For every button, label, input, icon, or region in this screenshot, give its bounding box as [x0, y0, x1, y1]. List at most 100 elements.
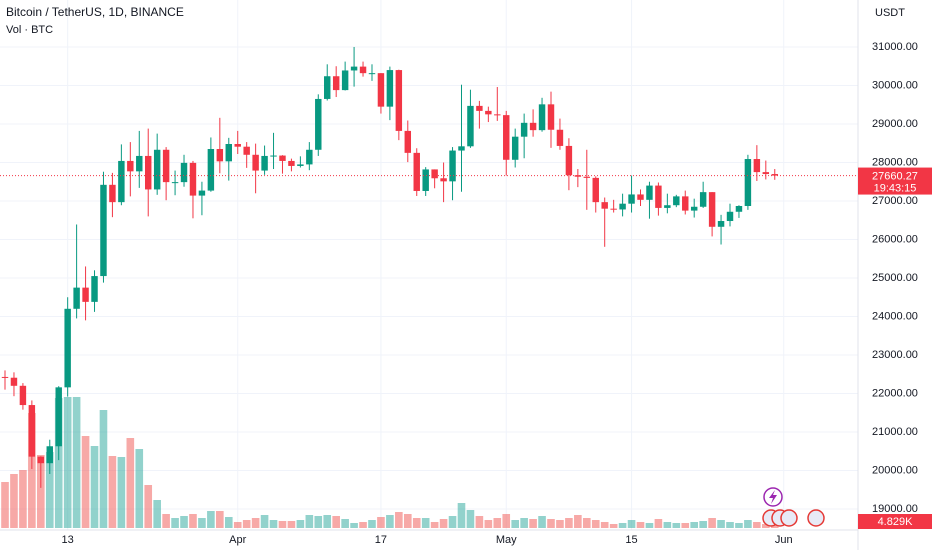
volume-bar: [72, 397, 81, 528]
volume-bar: [708, 518, 716, 528]
candle-body: [628, 194, 635, 204]
candle-body: [19, 385, 27, 406]
y-tick-label: 25000.00: [872, 272, 918, 284]
volume-bar: [368, 520, 376, 528]
last-price-label: 27660.27: [872, 170, 918, 182]
flag-icon[interactable]: [807, 509, 825, 527]
volume-bar: [744, 520, 752, 528]
y-tick-label: 26000.00: [872, 233, 918, 245]
candle-body: [171, 182, 179, 184]
volume-bar: [699, 521, 707, 528]
candle-body: [324, 76, 331, 99]
volume-bar: [556, 520, 564, 528]
volume-bar: [54, 398, 63, 528]
volume-bar: [421, 518, 430, 528]
y-tick-label: 21000.00: [872, 426, 918, 438]
volume-bar: [305, 515, 314, 528]
candle-body: [726, 211, 734, 222]
candle-body: [511, 136, 519, 160]
candle-body: [753, 159, 761, 173]
x-tick-label: 13: [62, 534, 74, 546]
candle-body: [699, 192, 707, 207]
candle-body: [467, 105, 474, 147]
volume-bar: [117, 457, 126, 528]
volume-bar: [636, 522, 645, 528]
candle-body: [234, 144, 241, 147]
volume-bar: [233, 522, 242, 528]
candle-body: [55, 387, 62, 447]
candle-body: [547, 104, 555, 130]
volume-bar: [600, 522, 609, 528]
volume-bar: [251, 518, 260, 528]
event-icons[interactable]: [762, 487, 825, 527]
candle-body: [64, 308, 71, 388]
candle-body: [592, 177, 599, 203]
candle-body: [28, 405, 36, 457]
volume-bar: [19, 470, 27, 528]
candle-body: [655, 185, 662, 208]
volume-bar: [28, 413, 36, 528]
volume-bar: [1, 482, 9, 528]
volume-bar: [654, 519, 663, 528]
volume-label-box: [858, 514, 932, 529]
volume-bar: [189, 514, 197, 528]
volume-bar: [574, 515, 582, 528]
volume-bar: [314, 516, 323, 528]
candle-body: [270, 155, 277, 157]
y-tick-label: 31000.00: [872, 41, 918, 53]
flag-icon[interactable]: [780, 509, 798, 527]
candle-body: [413, 152, 420, 191]
candle-body: [1, 376, 9, 378]
volume-bar: [242, 520, 251, 528]
volume-bar: [269, 520, 278, 528]
volume-bar: [412, 518, 421, 528]
volume-bar: [565, 518, 573, 528]
candle-body: [529, 122, 537, 131]
volume-bar: [430, 522, 439, 528]
candle-body: [708, 192, 716, 227]
candle-body: [538, 104, 546, 131]
volume-bar: [162, 514, 170, 528]
volume-bar: [180, 516, 188, 528]
candle-body: [431, 169, 438, 179]
volume-bar: [762, 524, 770, 528]
candle-body: [476, 105, 483, 111]
candle-body: [162, 149, 170, 183]
candle-body: [306, 149, 313, 165]
x-tick-label: 17: [375, 534, 387, 546]
x-tick-label: Jun: [775, 534, 793, 546]
candle-body: [252, 154, 259, 171]
volume-bar: [90, 446, 99, 528]
volume-bar: [466, 510, 475, 528]
candle-body: [494, 114, 501, 116]
volume-bar: [153, 500, 161, 528]
candle-body: [637, 194, 644, 200]
candle-body: [404, 130, 412, 153]
candle-body: [485, 110, 492, 115]
candle-body: [744, 159, 752, 206]
candle-body: [619, 203, 626, 210]
candle-body: [118, 160, 125, 203]
candle-body: [458, 146, 465, 151]
x-tick-label: May: [496, 534, 517, 546]
volume-bar: [502, 514, 511, 528]
volume-bar: [63, 397, 72, 528]
candle-body: [449, 150, 456, 182]
y-tick-label: 23000.00: [872, 349, 918, 361]
x-tick-label: Apr: [229, 534, 246, 546]
volume-bar: [332, 516, 340, 528]
candle-body: [682, 196, 689, 211]
x-tick-label: 15: [625, 534, 637, 546]
candle-body: [350, 66, 358, 71]
volume-bar: [529, 519, 537, 528]
volume-bar: [484, 520, 493, 528]
volume-bar: [171, 518, 179, 528]
candle-body: [261, 155, 268, 171]
candle-body: [288, 160, 295, 166]
volume-bar: [645, 523, 654, 528]
volume-bar: [350, 523, 358, 528]
y-tick-label: 20000.00: [872, 464, 918, 476]
volume-bar: [672, 523, 681, 528]
